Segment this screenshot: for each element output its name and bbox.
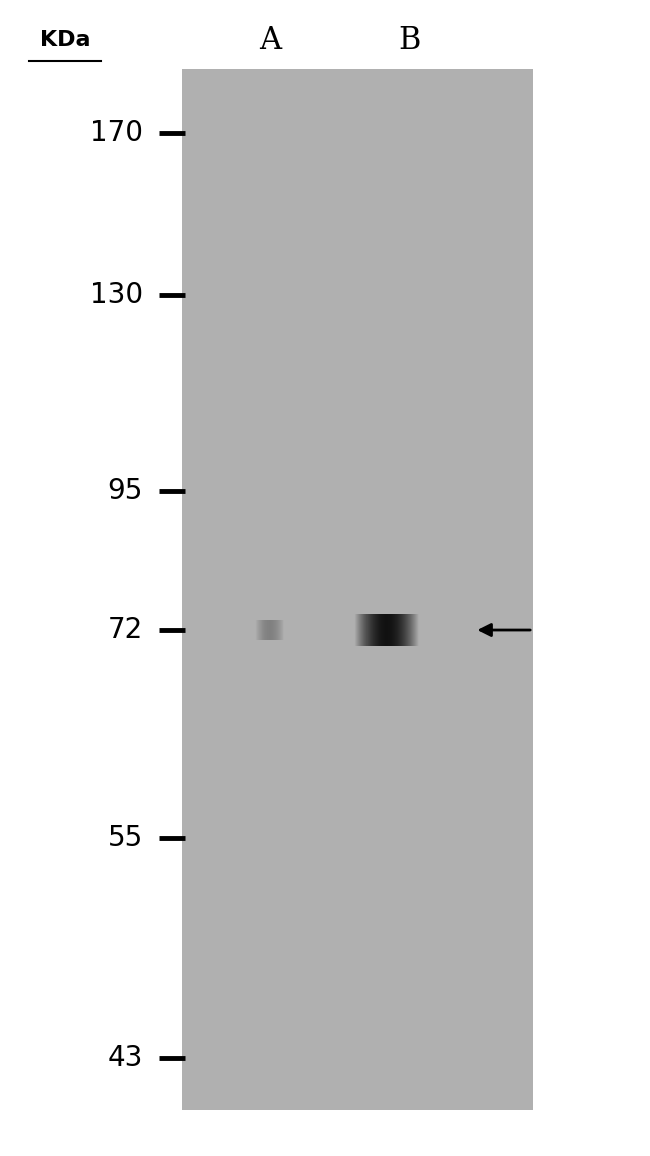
Text: KDa: KDa <box>40 30 90 51</box>
Text: 43: 43 <box>108 1044 143 1072</box>
Text: 170: 170 <box>90 119 143 147</box>
Text: A: A <box>259 25 281 55</box>
Text: 72: 72 <box>108 616 143 644</box>
Text: B: B <box>398 25 421 55</box>
Text: 55: 55 <box>108 824 143 852</box>
Text: 130: 130 <box>90 281 143 309</box>
Text: 95: 95 <box>108 477 143 505</box>
Bar <box>182 69 533 1110</box>
